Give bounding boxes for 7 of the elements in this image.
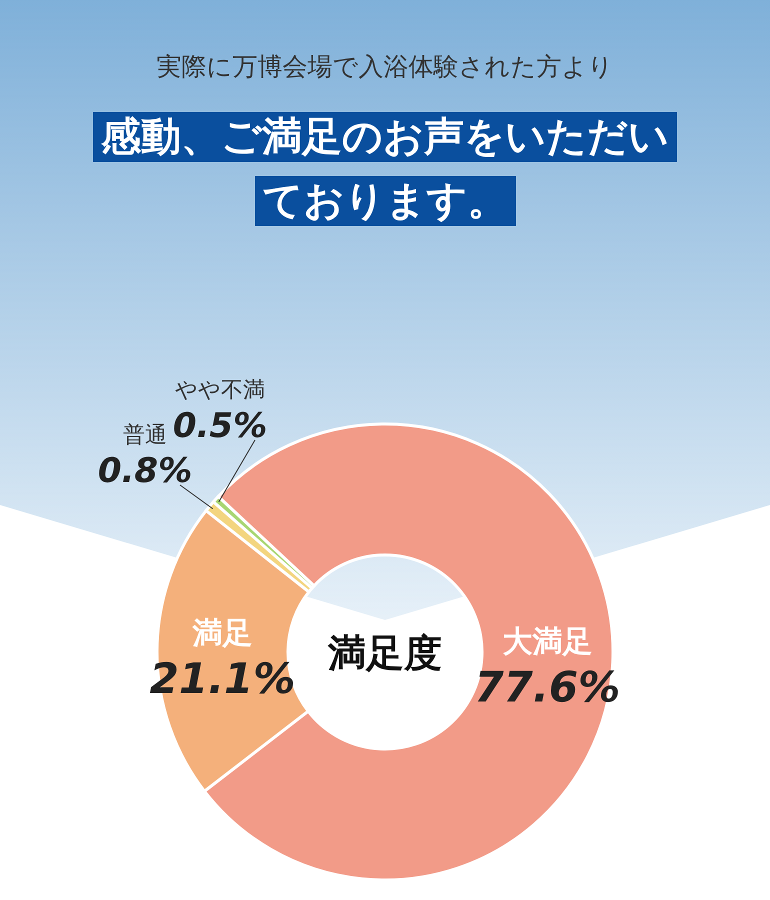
data-label: 0.5%	[172, 406, 268, 446]
slice-label: 普通	[123, 423, 167, 448]
chart-subtitle: 感動、ご満足のお声をいただいております。	[93, 112, 677, 226]
slice-label: やや不満	[175, 378, 265, 403]
text: 満足度	[327, 631, 442, 675]
data-label: 0.8%	[98, 451, 192, 491]
chart-title: 実際に万博会場で入浴体験された方より	[156, 51, 614, 83]
